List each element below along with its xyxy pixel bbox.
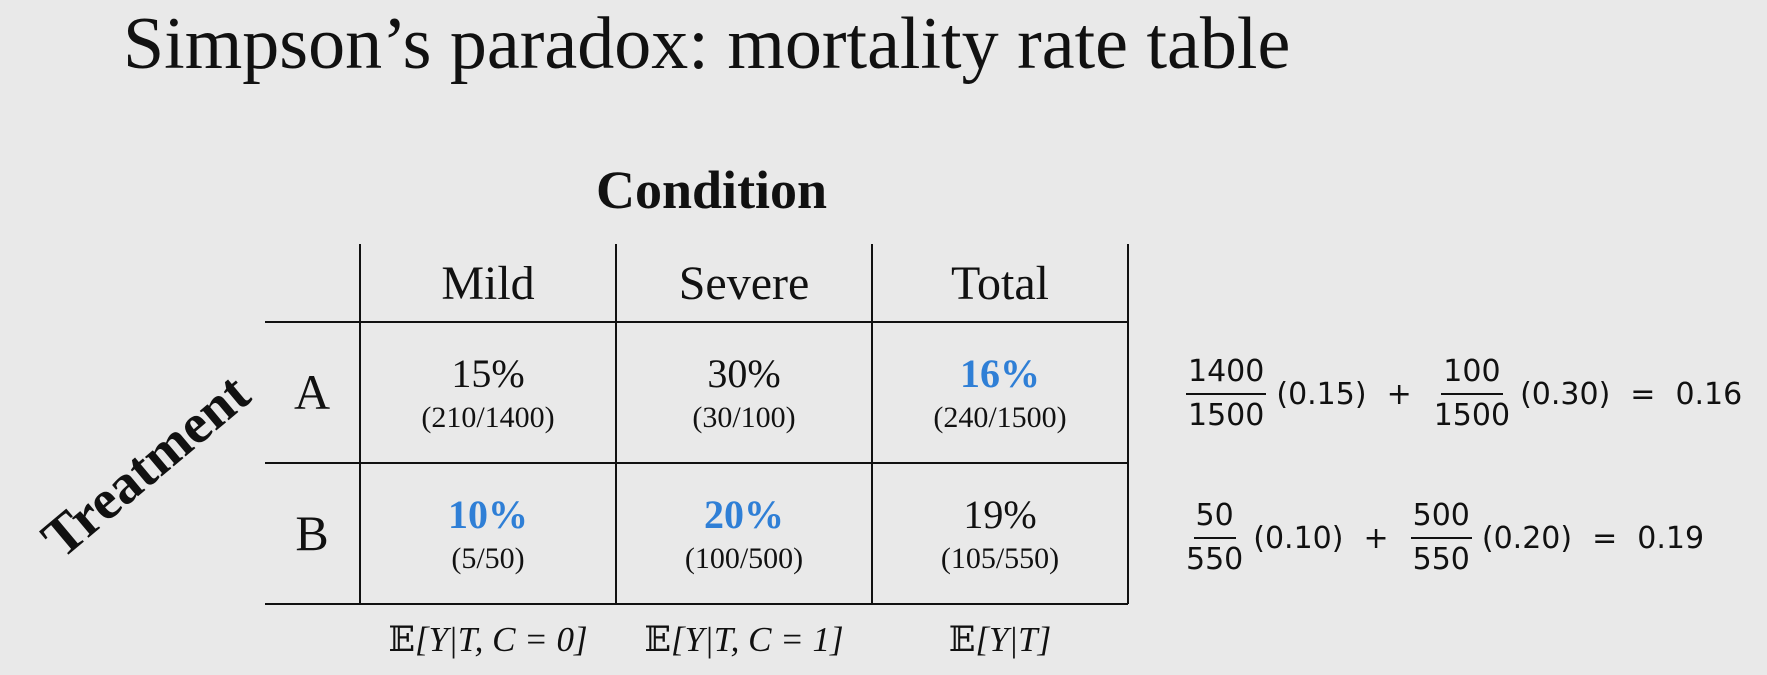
expectation-total-rest: [Y|T] bbox=[975, 620, 1052, 659]
equation-b-fraction-1: 50 550 bbox=[1186, 498, 1243, 578]
equation-b-plus: + bbox=[1363, 520, 1389, 556]
equation-a-result: 0.16 bbox=[1675, 376, 1743, 412]
expectation-severe-rest: [Y|T, C = 1] bbox=[671, 620, 844, 659]
equation-b-fraction-2-denominator: 550 bbox=[1412, 542, 1470, 577]
cell-a-total-frac: (240/1500) bbox=[933, 401, 1067, 434]
equation-a-fraction-1-numerator: 1400 bbox=[1186, 354, 1267, 395]
expectation-total-bb: 𝔼 bbox=[948, 620, 976, 660]
expectation-mild-rest: [Y|T, C = 0] bbox=[415, 620, 588, 659]
cell-a-severe-pct: 30% bbox=[707, 351, 781, 396]
equation-b-term-2: (0.20) bbox=[1481, 520, 1573, 556]
col-header-total: Total bbox=[951, 257, 1049, 310]
equation-b-fraction-1-numerator: 50 bbox=[1193, 498, 1236, 539]
equation-a-equals: = bbox=[1630, 376, 1656, 412]
equation-a-fraction-2-numerator: 100 bbox=[1441, 354, 1503, 395]
equation-b-term-1: (0.10) bbox=[1253, 520, 1344, 556]
cell-a-mild-frac: (210/1400) bbox=[421, 401, 555, 434]
equation-a-fraction-2: 100 1500 bbox=[1434, 354, 1510, 434]
condition-header: Condition bbox=[596, 160, 828, 220]
equation-b-fraction-1-denominator: 550 bbox=[1186, 542, 1244, 577]
equation-a-term-2: (0.30) bbox=[1520, 376, 1611, 412]
equation-a-fraction-1-denominator: 1500 bbox=[1188, 398, 1265, 433]
cell-a-severe-frac: (30/100) bbox=[692, 401, 796, 434]
equation-a-plus: + bbox=[1386, 376, 1412, 412]
equation-b-result: 0.19 bbox=[1637, 520, 1705, 556]
equation-b-equals: = bbox=[1592, 520, 1618, 556]
expectation-mild: 𝔼[Y|T, C = 0] bbox=[360, 618, 616, 662]
slide-title: Simpson’s paradox: mortality rate table bbox=[123, 3, 1291, 85]
cell-a-mild-pct: 15% bbox=[451, 351, 525, 396]
col-header-mild: Mild bbox=[441, 257, 535, 310]
expectation-total: 𝔼[Y|T] bbox=[872, 618, 1128, 662]
treatment-label: Treatment bbox=[30, 361, 262, 571]
expectation-severe-bb: 𝔼 bbox=[644, 620, 671, 660]
equation-a-fraction-1: 1400 1500 bbox=[1186, 354, 1267, 434]
cell-b-mild-frac: (5/50) bbox=[451, 542, 525, 575]
equation-a-fraction-2-denominator: 1500 bbox=[1433, 398, 1511, 433]
equation-b-fraction-2: 500 550 bbox=[1410, 498, 1472, 578]
cell-b-severe-pct: 20% bbox=[704, 492, 784, 537]
cell-b-total-frac: (105/550) bbox=[940, 542, 1060, 575]
cell-b-mild-pct: 10% bbox=[448, 492, 528, 537]
cell-a-total-pct: 16% bbox=[960, 351, 1040, 396]
col-header-severe: Severe bbox=[678, 257, 810, 310]
equation-b-fraction-2-numerator: 500 bbox=[1410, 498, 1472, 539]
row-header-a: A bbox=[293, 364, 331, 420]
equation-b: 50 550 (0.10) + 500 550 (0.20) = 0.19 bbox=[1180, 498, 1708, 578]
expectation-severe: 𝔼[Y|T, C = 1] bbox=[616, 618, 872, 662]
equation-a: 1400 1500 (0.15) + 100 1500 (0.30) = 0.1… bbox=[1180, 354, 1746, 434]
row-header-b: B bbox=[295, 505, 329, 561]
expectation-mild-bb: 𝔼 bbox=[388, 620, 415, 660]
cell-b-severe-frac: (100/500) bbox=[684, 542, 804, 575]
cell-b-total-pct: 19% bbox=[963, 492, 1037, 537]
equation-a-term-1: (0.15) bbox=[1276, 376, 1367, 412]
